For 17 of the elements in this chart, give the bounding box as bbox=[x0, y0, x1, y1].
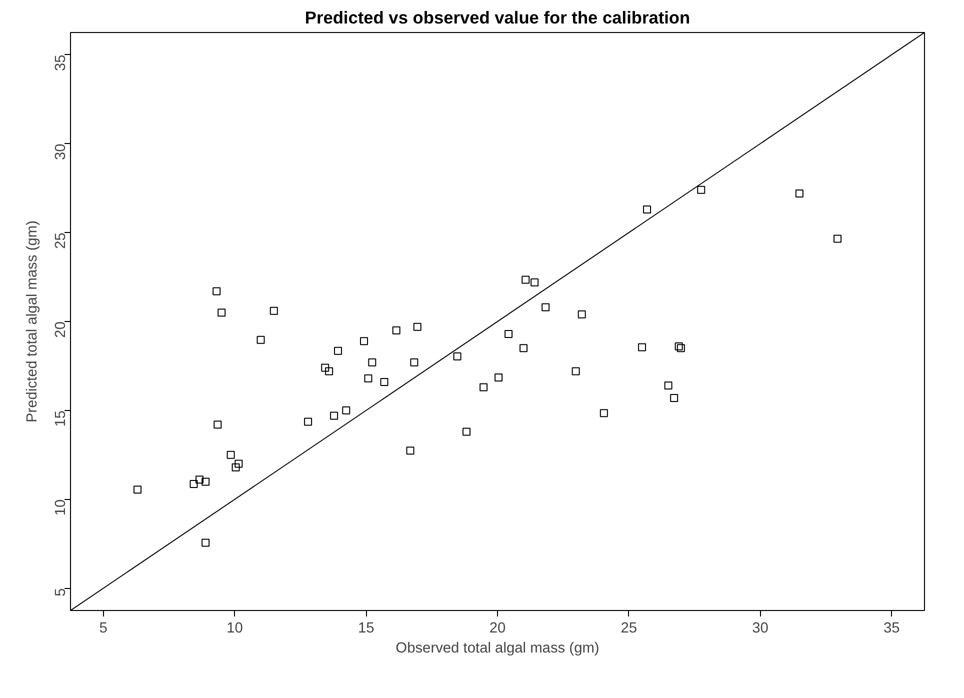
chart-title: Predicted vs observed value for the calibration bbox=[304, 8, 690, 28]
y-tick-label: 35 bbox=[53, 54, 69, 72]
x-tick-label: 30 bbox=[752, 620, 768, 636]
y-axis-title: Predicted total algal mass (gm) bbox=[24, 220, 40, 423]
y-tick-label: 15 bbox=[53, 410, 69, 427]
x-tick-label: 10 bbox=[226, 620, 243, 636]
x-tick-label: 5 bbox=[99, 620, 108, 636]
y-tick-label: 5 bbox=[53, 588, 69, 596]
x-tick-label: 20 bbox=[489, 620, 506, 636]
x-tick-label: 35 bbox=[884, 620, 900, 636]
y-tick-label: 20 bbox=[53, 321, 69, 338]
x-tick-label: 25 bbox=[620, 620, 638, 636]
y-tick-label: 25 bbox=[53, 232, 69, 249]
x-tick-label: 15 bbox=[358, 620, 374, 636]
x-axis-title: Observed total algal mass (gm) bbox=[396, 640, 600, 656]
y-tick-label: 10 bbox=[53, 499, 69, 516]
y-tick-label: 30 bbox=[53, 144, 69, 160]
